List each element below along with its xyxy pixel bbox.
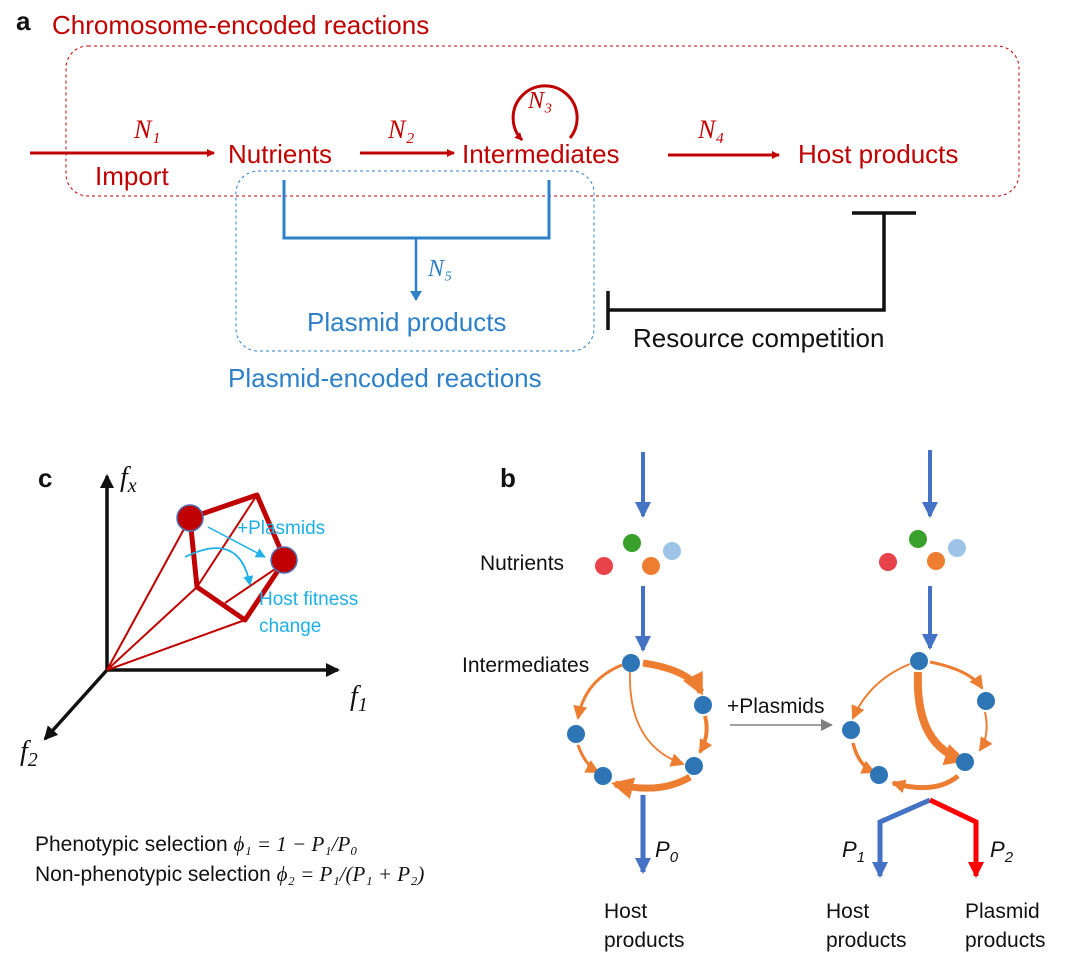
metabolite-node <box>567 725 585 743</box>
nutrient-dot <box>909 530 927 548</box>
network-without-plasmids <box>567 452 713 874</box>
host-products-label-1: Host <box>604 900 647 923</box>
plasmid-box <box>235 170 595 352</box>
intermediates-node: Intermediates <box>462 139 620 169</box>
metabolite-node <box>694 696 712 714</box>
metabolite-node <box>842 721 860 739</box>
axis-f2 <box>43 668 109 741</box>
non-phenotypic-selection-formula: Non-phenotypic selection ϕ₂ = P₁/(P₁ + P… <box>35 862 424 886</box>
network-with-plasmids <box>842 450 995 878</box>
host-products-right-label-2: products <box>826 929 907 952</box>
panel-label-c: c <box>38 463 52 493</box>
metabolite-node <box>622 654 640 672</box>
host-products-right-label-1: Host <box>826 900 869 923</box>
host-fitness-annotation-2: change <box>259 616 321 637</box>
panel-label-a: a <box>16 6 31 36</box>
nutrient-dot <box>927 552 945 570</box>
nutrient-dot <box>595 557 613 575</box>
axes <box>43 474 340 741</box>
n5-label: N₅ <box>427 256 452 282</box>
fitness-change-arrow <box>184 547 254 586</box>
plasmid-fitness-point <box>270 546 298 574</box>
metabolite-node <box>594 767 612 785</box>
nutrient-dot <box>879 553 897 571</box>
plasmid-shift-arrow <box>207 526 266 558</box>
nutrient-dot <box>623 534 641 552</box>
chromosome-box <box>65 45 1020 197</box>
fitness-polygon <box>187 492 288 623</box>
phenotypic-selection-formula: Phenotypic selection ϕ₁ = 1 − P₁/P₀ <box>35 832 358 856</box>
nutrients-node: Nutrients <box>228 139 332 169</box>
plasmid-title: Plasmid-encoded reactions <box>228 363 542 393</box>
resource-competition-inhibition <box>606 211 916 330</box>
metabolite-node <box>685 757 703 775</box>
fitness-cone-lines <box>106 494 285 671</box>
metabolite-nodes <box>842 652 995 784</box>
n1-label: N₁ <box>133 115 160 144</box>
p1-arrow <box>872 797 932 878</box>
host-products-label-2: products <box>604 929 685 952</box>
host-fitness-point <box>176 504 204 532</box>
n3-loop-arrow <box>511 84 579 142</box>
resource-competition-label: Resource competition <box>633 323 884 353</box>
host-products-node: Host products <box>798 139 958 169</box>
host-fitness-annotation-1: Host fitness <box>259 589 358 610</box>
nutrient-dot <box>663 542 681 560</box>
metabolite-nodes <box>567 654 712 785</box>
nutrients-label: Nutrients <box>480 552 564 575</box>
metabolite-node <box>956 753 974 771</box>
p2-arrow <box>928 797 984 878</box>
chromosome-title: Chromosome-encoded reactions <box>52 10 429 40</box>
formulas: Phenotypic selection ϕ₁ = 1 − P₁/P₀ Non-… <box>35 832 424 886</box>
metabolite-node <box>870 766 888 784</box>
plasmid-products-node: Plasmid products <box>307 307 506 337</box>
nutrient-dot <box>948 539 966 557</box>
p2-label: P2 <box>990 837 1014 866</box>
plasmid-products-label-1: Plasmid <box>965 900 1040 923</box>
nutrient-dot <box>642 557 660 575</box>
n4-label: N₄ <box>697 115 724 144</box>
reaction-arrows <box>573 659 713 799</box>
panel-b: b Nu <box>462 450 1046 952</box>
plasmid-bracket <box>282 180 551 240</box>
plasmids-transition-label: +Plasmids <box>727 695 824 718</box>
import-label: Import <box>95 161 169 191</box>
panel-a: a Chromosome-encoded reactions N₁ Import… <box>16 6 1020 393</box>
axis-fx-label: fx <box>120 462 137 497</box>
panel-label-b: b <box>500 463 516 493</box>
metabolite-node <box>977 692 995 710</box>
plasmids-annotation: +Plasmids <box>237 518 325 539</box>
axis-f1-label: f1 <box>350 681 368 716</box>
p1-label: P1 <box>842 837 865 866</box>
intermediates-label: Intermediates <box>462 654 589 677</box>
metabolite-node <box>910 652 928 670</box>
axis-f2-label: f2 <box>20 736 38 771</box>
n3-label: N₃ <box>527 88 552 114</box>
p0-label: P0 <box>655 837 679 866</box>
plasmid-products-label-2: products <box>965 929 1046 952</box>
n2-label: N₂ <box>387 115 414 144</box>
panel-c: c fx f1 f2 +Plasmids Host fitness change <box>20 462 368 771</box>
